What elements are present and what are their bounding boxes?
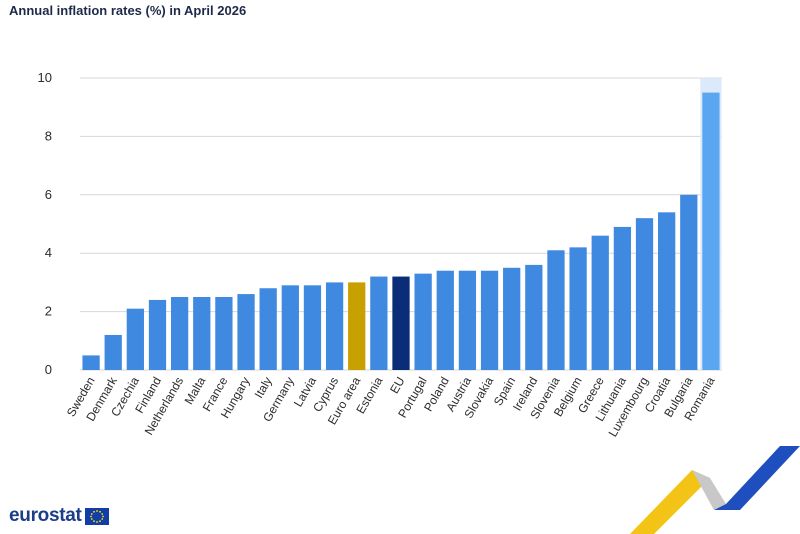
bar-eu	[392, 276, 410, 370]
y-tick-label: 8	[45, 128, 52, 143]
swoosh-blue	[714, 446, 800, 510]
eurostat-logo: eurostat	[9, 505, 109, 527]
bar-cyprus	[325, 282, 344, 370]
bar-austria	[458, 270, 477, 370]
bar-latvia	[303, 285, 322, 370]
chart-title: Annual inflation rates (%) in April 2026	[9, 3, 247, 18]
y-tick-label: 6	[45, 187, 52, 202]
swoosh-yellow	[630, 470, 710, 534]
bar-germany	[281, 285, 299, 370]
bar-sweden	[82, 355, 100, 370]
bar-belgium	[569, 247, 587, 370]
decorative-swoosh	[630, 446, 800, 534]
y-tick-label: 2	[45, 304, 52, 319]
x-category-label: EU	[387, 375, 407, 396]
x-axis-labels: SwedenDenmarkCzechiaFinlandNetherlandsMa…	[64, 374, 718, 440]
bar-estonia	[370, 276, 388, 370]
swoosh-grey	[692, 470, 726, 510]
bars	[82, 78, 722, 370]
bar-romania	[702, 92, 720, 370]
bar-france	[215, 297, 233, 370]
bar-spain	[503, 267, 521, 370]
bar-portugal	[414, 273, 432, 370]
bar-italy	[259, 288, 277, 370]
bar-hungary	[237, 294, 255, 370]
bar-denmark	[104, 334, 122, 370]
bar-poland	[436, 270, 454, 370]
y-tick-label: 0	[45, 362, 52, 377]
bar-ireland	[525, 264, 543, 370]
bar-malta	[193, 297, 211, 370]
y-tick-label: 4	[45, 245, 52, 260]
bar-slovakia	[480, 270, 499, 370]
bar-netherlands	[170, 297, 189, 370]
bar-croatia	[658, 212, 676, 370]
bar-finland	[148, 299, 167, 370]
bar-czechia	[126, 308, 144, 370]
bar-luxembourg	[635, 218, 654, 370]
bar-greece	[591, 235, 609, 370]
eu-flag-icon	[84, 507, 109, 525]
y-axis-ticks: 0 2 4 6 8 10	[38, 70, 52, 377]
bar-bulgaria	[680, 194, 698, 370]
y-tick-label: 10	[38, 70, 52, 85]
bar-lithuania	[613, 226, 632, 370]
bar-euro-area	[348, 282, 366, 370]
bar-slovenia	[547, 250, 565, 370]
logo-text: eurostat	[9, 505, 82, 526]
